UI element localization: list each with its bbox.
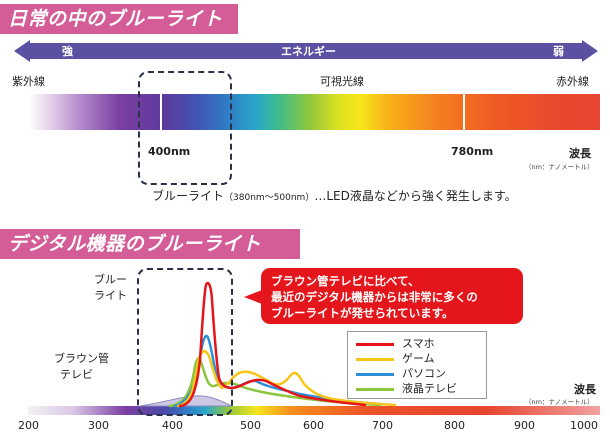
uv-label: 紫外線 bbox=[12, 75, 45, 88]
blue-light-range-box bbox=[137, 268, 233, 416]
blue-light-note: ブルーライト（380nm〜500nm）…LED液晶などから強く発生します。 bbox=[152, 187, 517, 204]
series-smartphone bbox=[178, 281, 367, 408]
wavelength-400nm-label: 400nm bbox=[148, 145, 191, 158]
energy-arrow bbox=[14, 40, 598, 62]
legend-item-game: ゲーム bbox=[356, 350, 435, 365]
callout-line-2: 最近のデジタル機器からは非常に多くの bbox=[271, 290, 478, 304]
axis-tick-600: 600 bbox=[303, 419, 324, 432]
chart-legend: スマホ ゲーム パソコン 液晶テレビ bbox=[347, 331, 487, 399]
tick-780nm bbox=[463, 94, 465, 130]
axis-tick-700: 700 bbox=[372, 419, 393, 432]
axis-tick-200: 200 bbox=[18, 419, 39, 432]
chart-unit-note: （nm：ナノメートル） bbox=[525, 398, 594, 406]
callout-line-1: ブラウン管テレビに比べて、 bbox=[271, 274, 420, 288]
legend-swatch-pc bbox=[356, 372, 394, 376]
blue-light-highlight-box bbox=[138, 71, 232, 185]
axis-tick-400: 400 bbox=[162, 419, 183, 432]
section1-title-banner: 日常の中のブルーライト bbox=[0, 4, 238, 34]
section2-title: デジタル機器のブルーライト bbox=[8, 233, 262, 255]
energy-strong-label: 強 bbox=[62, 45, 73, 58]
note-description: …LED液晶などから強く発生します。 bbox=[314, 189, 517, 203]
legend-swatch-lcd-tv bbox=[356, 387, 394, 391]
axis-tick-300: 300 bbox=[88, 419, 109, 432]
energy-weak-label: 弱 bbox=[553, 45, 564, 58]
chart-wavelength-label: 波長 bbox=[574, 383, 596, 396]
series-game bbox=[176, 349, 397, 408]
crt-tv-label-line1: ブラウン管 bbox=[54, 352, 109, 365]
blue-light-label-line1: ブルー bbox=[94, 273, 127, 286]
blue-light-label-line2: ライト bbox=[94, 289, 127, 302]
comparison-callout: ブラウン管テレビに比べて、 最近のデジタル機器からは非常に多くの ブルーライトが… bbox=[261, 268, 523, 324]
axis-tick-500: 500 bbox=[240, 419, 261, 432]
legend-item-pc: パソコン bbox=[356, 365, 446, 380]
callout-pointer bbox=[244, 290, 262, 304]
legend-label-smartphone: スマホ bbox=[402, 337, 435, 350]
wavelength-780nm-label: 780nm bbox=[451, 145, 494, 158]
axis-tick-900: 900 bbox=[514, 419, 535, 432]
legend-label-pc: パソコン bbox=[402, 367, 446, 380]
energy-label: エネルギー bbox=[281, 45, 336, 58]
note-range: （380nm〜500nm） bbox=[224, 193, 315, 203]
tick-400nm bbox=[160, 94, 162, 130]
legend-label-game: ゲーム bbox=[402, 352, 435, 365]
legend-swatch-game bbox=[356, 357, 394, 361]
axis-tick-1000: 1000 bbox=[570, 419, 598, 432]
section1-title: 日常の中のブルーライト bbox=[8, 8, 223, 30]
series-lcd-tv bbox=[168, 357, 382, 408]
legend-item-lcd-tv: 液晶テレビ bbox=[356, 380, 457, 395]
spectrum-bar bbox=[28, 94, 600, 130]
note-term: ブルーライト bbox=[152, 189, 225, 203]
section2-title-banner: デジタル機器のブルーライト bbox=[0, 229, 300, 259]
axis-tick-800: 800 bbox=[444, 419, 465, 432]
legend-label-lcd-tv: 液晶テレビ bbox=[402, 382, 457, 395]
ir-label: 赤外線 bbox=[556, 75, 589, 88]
unit-note: （nm：ナノメートル） bbox=[525, 163, 594, 171]
crt-tv-label-line2: テレビ bbox=[60, 368, 93, 381]
legend-item-smartphone: スマホ bbox=[356, 335, 435, 350]
chart-axis-bar bbox=[28, 406, 600, 415]
visible-light-label: 可視光線 bbox=[320, 75, 364, 88]
callout-line-3: ブルーライトが発せられています。 bbox=[271, 306, 454, 320]
wavelength-axis-label: 波長 bbox=[569, 147, 591, 160]
legend-swatch-smartphone bbox=[356, 342, 394, 346]
